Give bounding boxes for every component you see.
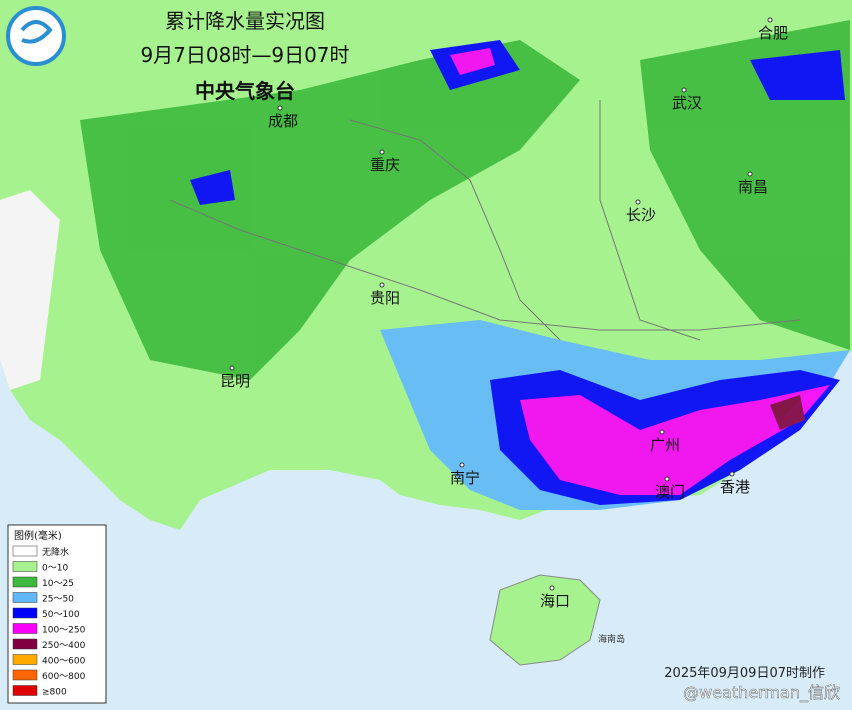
city-dot [229,365,235,371]
legend-label: 10～25 [42,579,74,589]
borders [169,100,801,341]
legend: 无降水 0～10 10～25 25～50 50～100 100～250 250～400 400… [12,545,86,698]
legend-swatch [12,685,38,696]
logo [6,6,66,66]
city-dot [681,87,687,93]
city-dot [459,462,465,468]
city-dot [635,199,641,205]
city-label: 成都 [268,112,298,130]
legend-label: 50～100 [42,610,80,620]
watermark: @weatherman_信欣 [683,683,840,703]
title: 累计降水量实况图 [165,9,325,33]
made-time: 2025年09月09日07时制作 [664,666,825,681]
legend-swatch [12,545,38,557]
city-label: 武汉 [672,94,702,112]
agency: 中央气象台 [195,79,295,103]
legend-label: ≥800 [42,688,67,698]
legend-swatch [12,654,38,665]
city-dot [379,282,385,288]
city-label: 重庆 [370,156,400,174]
city-label: 长沙 [626,206,656,224]
city-dot [549,585,555,591]
city-dot [729,471,735,477]
city-label: 香港 [720,478,750,496]
legend-swatch [12,561,38,572]
legend-label: 400～600 [42,657,86,667]
city-dot [659,429,665,435]
city-label: 广州 [650,436,680,454]
legend-swatch [12,623,38,634]
city-dot [277,105,283,111]
foreign-land [0,190,60,390]
legend-label: 无降水 [42,546,69,558]
legend-label: 250～400 [42,641,86,651]
city-label: 澳门 [655,483,685,501]
legend-swatch [12,592,38,603]
legend-swatch [12,607,38,619]
city-label: 南宁 [450,469,480,487]
legend-label: 100～250 [42,626,86,636]
hainan [489,574,601,666]
legend-swatch [12,669,38,681]
rain-areas [80,20,850,510]
legend-swatch [12,576,38,588]
city-label: 贵阳 [370,289,400,307]
city-label: 海口 [540,592,570,610]
logo-mark [20,20,53,44]
city-dot [747,171,753,177]
date-range: 9月7日08时—9日07时 [140,43,349,67]
legend-label: 600～800 [42,672,86,682]
legend-title: 图例(毫米) [14,529,62,542]
city-label: 南昌 [738,178,768,196]
city-dot [664,476,670,482]
city-dot [767,17,773,23]
city-label: 合肥 [758,24,788,42]
legend-label: 0～10 [42,564,68,574]
legend-swatch [12,638,38,650]
city-label: 昆明 [220,372,250,390]
legend-label: 25～50 [42,595,74,605]
city-dot [379,149,385,155]
island-label: 海南岛 [598,633,625,645]
